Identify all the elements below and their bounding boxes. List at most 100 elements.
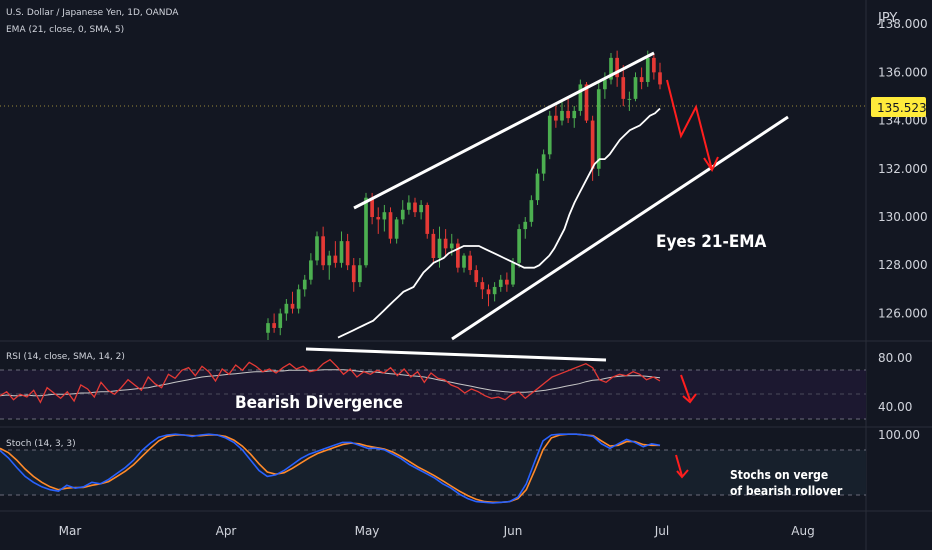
candle-body[interactable] bbox=[456, 243, 460, 268]
candle-body[interactable] bbox=[517, 229, 521, 263]
candle-body[interactable] bbox=[645, 57, 650, 82]
candle-body[interactable] bbox=[443, 238, 448, 249]
candle-body[interactable] bbox=[547, 115, 552, 155]
month-label: Apr bbox=[216, 524, 237, 538]
candle-body[interactable] bbox=[400, 209, 405, 220]
candle-body[interactable] bbox=[370, 197, 374, 218]
month-label: May bbox=[355, 524, 380, 538]
candle-body[interactable] bbox=[590, 120, 595, 169]
candle-body[interactable] bbox=[658, 72, 662, 85]
candle-body[interactable] bbox=[615, 57, 619, 78]
candle-body[interactable] bbox=[554, 115, 558, 121]
rsi-forecast-arrow[interactable] bbox=[680, 374, 691, 401]
stoch-indicator-label: Stoch (14, 3, 3) bbox=[6, 439, 76, 449]
candle-body[interactable] bbox=[560, 110, 564, 121]
price-tick-label: 138.000 bbox=[878, 17, 928, 31]
candle-body[interactable] bbox=[480, 282, 485, 290]
ema21-line[interactable] bbox=[337, 107, 661, 339]
stoch-forecast-arrowhead[interactable] bbox=[676, 469, 689, 479]
candle-body[interactable] bbox=[413, 202, 417, 213]
candle-body[interactable] bbox=[633, 77, 638, 99]
candle-body[interactable] bbox=[639, 77, 644, 82]
candle-body[interactable] bbox=[437, 238, 442, 259]
candle-body[interactable] bbox=[278, 313, 283, 328]
candle-body[interactable] bbox=[284, 303, 289, 314]
candle-body[interactable] bbox=[394, 219, 399, 239]
candle-body[interactable] bbox=[486, 289, 491, 295]
price-tick-label: 134.000 bbox=[878, 114, 928, 128]
candle-body[interactable] bbox=[315, 236, 319, 261]
stoch-d-line[interactable] bbox=[0, 433, 660, 504]
candle-body[interactable] bbox=[584, 84, 589, 121]
candle-body[interactable] bbox=[603, 79, 607, 90]
candle-body[interactable] bbox=[523, 221, 528, 230]
candle-body[interactable] bbox=[302, 279, 307, 290]
candle-body[interactable] bbox=[627, 98, 632, 100]
candle-body[interactable] bbox=[321, 236, 325, 266]
price-tick-label: 126.000 bbox=[878, 306, 928, 320]
stoch-annotation-line2: of bearish rollover bbox=[730, 484, 843, 498]
candle-body[interactable] bbox=[474, 270, 479, 283]
candle-body[interactable] bbox=[351, 265, 356, 283]
candle-body[interactable] bbox=[462, 255, 466, 268]
channel-upper-trendline[interactable] bbox=[353, 51, 655, 210]
candle-body[interactable] bbox=[345, 241, 350, 266]
candle-body[interactable] bbox=[572, 110, 577, 119]
candle-body[interactable] bbox=[541, 154, 546, 174]
candle-body[interactable] bbox=[468, 255, 472, 271]
candle-body[interactable] bbox=[566, 110, 570, 119]
rsi-divergence-line[interactable] bbox=[305, 347, 607, 362]
candle-body[interactable] bbox=[358, 265, 362, 283]
channel-lower-trendline[interactable] bbox=[451, 115, 789, 341]
candle-body[interactable] bbox=[511, 262, 515, 285]
candlestick-series[interactable] bbox=[266, 50, 662, 340]
candle-body[interactable] bbox=[272, 323, 276, 328]
price-tick-label: 132.000 bbox=[878, 162, 928, 176]
price-forecast-arrowhead[interactable] bbox=[703, 156, 719, 173]
price-tick-label: 130.000 bbox=[878, 210, 928, 224]
last-price-value: 135.523 bbox=[877, 101, 927, 115]
stoch-k-line[interactable] bbox=[0, 433, 661, 504]
candle-body[interactable] bbox=[382, 212, 387, 220]
month-label: Mar bbox=[59, 524, 82, 538]
candle-body[interactable] bbox=[296, 289, 301, 309]
candle-body[interactable] bbox=[449, 243, 454, 249]
candle-body[interactable] bbox=[425, 204, 430, 234]
candle-body[interactable] bbox=[529, 200, 534, 222]
candle-body[interactable] bbox=[388, 212, 393, 239]
candle-body[interactable] bbox=[327, 255, 332, 266]
last-price-tag[interactable] bbox=[871, 97, 926, 117]
time-axis-ticks: Mar Apr May Jun Jul Aug bbox=[59, 524, 815, 538]
candle-body[interactable] bbox=[290, 303, 295, 309]
symbol-title: U.S. Dollar / Japanese Yen, 1D, OANDA bbox=[6, 8, 179, 18]
candle-body[interactable] bbox=[505, 279, 509, 285]
month-label: Jun bbox=[503, 524, 523, 538]
rsi-tick-40: 40.00 bbox=[878, 400, 912, 414]
stoch-forecast-arrow[interactable] bbox=[675, 454, 683, 477]
candle-body[interactable] bbox=[498, 279, 503, 287]
price-forecast-arrow[interactable] bbox=[666, 79, 713, 171]
rsi-forecast-arrowhead[interactable] bbox=[682, 393, 697, 404]
candle-body[interactable] bbox=[419, 204, 423, 213]
candle-body[interactable] bbox=[578, 84, 583, 111]
candle-body[interactable] bbox=[266, 323, 270, 333]
candle-body[interactable] bbox=[596, 89, 601, 169]
ema-indicator-label: EMA (21, close, 0, SMA, 5) bbox=[6, 25, 124, 35]
candle-body[interactable] bbox=[339, 241, 344, 263]
candle-body[interactable] bbox=[621, 77, 626, 99]
candle-body[interactable] bbox=[376, 217, 381, 220]
rsi-line[interactable] bbox=[0, 358, 661, 404]
candle-body[interactable] bbox=[333, 255, 338, 263]
candle-body[interactable] bbox=[652, 57, 656, 73]
rsi-tick-80: 80.00 bbox=[878, 351, 912, 365]
candle-body[interactable] bbox=[431, 233, 436, 259]
candle-body[interactable] bbox=[407, 202, 411, 210]
stoch-band[interactable] bbox=[0, 450, 866, 495]
candle-body[interactable] bbox=[609, 57, 613, 80]
candle-body[interactable] bbox=[364, 197, 368, 266]
candle-body[interactable] bbox=[492, 286, 497, 295]
candle-body[interactable] bbox=[535, 173, 540, 201]
candle-body[interactable] bbox=[309, 260, 313, 280]
